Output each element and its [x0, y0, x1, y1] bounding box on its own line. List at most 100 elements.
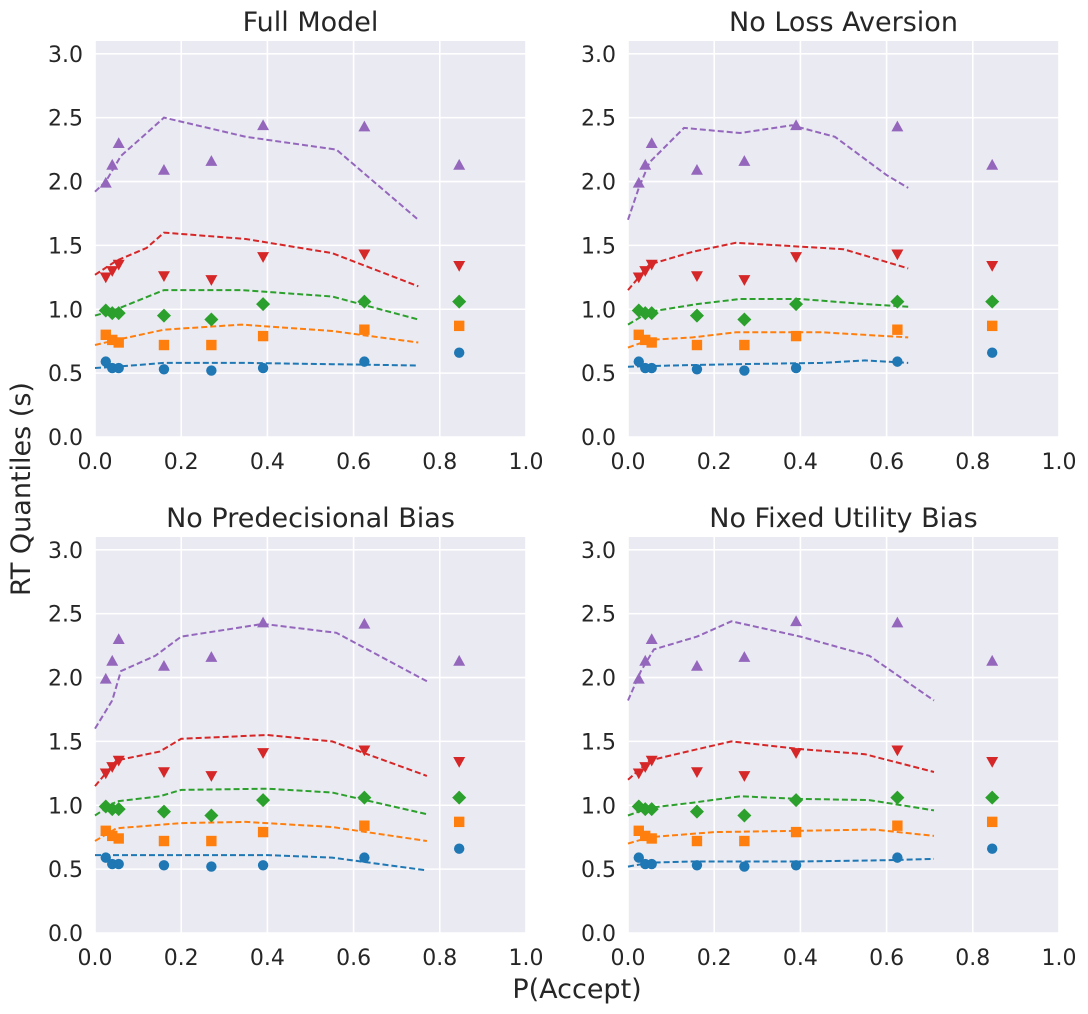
observed-point-q3: [644, 802, 659, 817]
observed-point-q5: [99, 672, 112, 684]
observed-point-q4: [639, 762, 652, 773]
x-tick-label: 0.0: [78, 450, 113, 475]
observed-point-q3: [156, 308, 171, 323]
model-line-q1: [94, 361, 419, 369]
observed-point-q2: [739, 835, 750, 847]
observed-point-q2: [158, 339, 170, 351]
x-tick-label: 1.0: [509, 946, 544, 971]
observed-point-q2: [107, 830, 118, 842]
observed-point-q5: [257, 119, 270, 131]
observed-point-q1: [790, 860, 802, 871]
y-tick-label: 2.0: [48, 667, 83, 692]
x-tick-label: 0.4: [250, 450, 285, 475]
x-tick-label: 0.2: [164, 946, 199, 971]
series-q1: [627, 843, 998, 872]
observed-point-q3: [256, 793, 271, 808]
observed-point-q3: [890, 790, 905, 805]
observed-point-q3: [985, 294, 1000, 309]
observed-point-q2: [790, 826, 802, 838]
observed-point-q1: [100, 356, 111, 367]
x-tick-label: 0.4: [783, 450, 818, 475]
observed-point-q4: [738, 771, 751, 782]
x-tick-label: 0.6: [336, 450, 371, 475]
series-q5: [94, 116, 466, 221]
observed-point-q4: [106, 762, 119, 773]
x-tick-label: 0.4: [250, 946, 285, 971]
y-tick-label: 0.0: [581, 922, 616, 947]
x-tick-label: 1.0: [509, 450, 544, 475]
observed-point-q2: [691, 835, 703, 847]
observed-point-q2: [646, 337, 657, 348]
observed-point-q1: [646, 362, 657, 374]
series-q5: [627, 615, 999, 702]
observed-point-q2: [646, 833, 657, 844]
observed-point-q1: [691, 364, 703, 375]
observed-point-q5: [205, 155, 218, 166]
y-tick-label: 2.5: [581, 603, 616, 628]
observed-point-q5: [358, 617, 371, 629]
observed-point-q5: [738, 651, 751, 662]
y-tick-label: 2.5: [48, 107, 83, 132]
panel-3: 0.0 0.2 0.4 0.6 0.8 1.0 0.0 0.5 1.0 1.5 2.0 2.5 3.0 N…: [48, 503, 544, 971]
observed-point-q5: [99, 176, 112, 188]
observed-point-q2: [633, 329, 644, 341]
y-tick-label: 0.5: [581, 858, 616, 883]
x-tick-label: 0.2: [164, 450, 199, 475]
observed-point-q1: [892, 356, 903, 367]
observed-point-q5: [790, 119, 803, 131]
observed-point-q3: [256, 297, 271, 312]
observed-point-q2: [453, 320, 465, 332]
observed-point-q5: [358, 120, 371, 132]
y-tick-label: 1.0: [581, 794, 616, 819]
observed-point-q2: [257, 826, 269, 838]
observed-point-q1: [739, 365, 750, 376]
subplot-grid: 0.0 0.2 0.4 0.6 0.8 1.0 0.0 0.5 1.0 1.5 2.0 2.5 3.0 F…: [48, 7, 1077, 971]
y-tick-label: 3.0: [48, 539, 83, 564]
observed-point-q3: [357, 294, 372, 309]
observed-point-q4: [112, 755, 125, 767]
observed-point-q3: [204, 312, 219, 327]
observed-point-q5: [157, 660, 170, 671]
observed-point-q3: [357, 790, 372, 805]
observed-point-q1: [453, 843, 465, 854]
observed-point-q3: [789, 297, 804, 312]
panel-title: No Fixed Utility Bias: [709, 503, 977, 534]
observed-point-q4: [738, 275, 751, 286]
observed-point-q1: [646, 858, 657, 870]
observed-point-q2: [107, 334, 118, 346]
y-tick-label: 2.0: [581, 171, 616, 196]
observed-point-q2: [892, 820, 903, 831]
observed-point-q5: [112, 137, 125, 148]
observed-point-q5: [690, 164, 703, 175]
observed-point-q4: [106, 266, 119, 277]
observed-point-q4: [690, 767, 703, 779]
y-tick-label: 2.0: [48, 171, 83, 196]
series-q2: [94, 320, 465, 351]
model-line-q1: [627, 359, 909, 368]
observed-point-q1: [691, 860, 703, 871]
plot-area: [628, 41, 1059, 437]
observed-point-q4: [157, 767, 170, 779]
series-q5: [94, 616, 466, 730]
series-q3: [94, 289, 467, 327]
observed-point-q2: [113, 833, 124, 844]
series-q1: [627, 347, 998, 376]
observed-point-q1: [359, 852, 370, 863]
panel-title: Full Model: [243, 7, 379, 38]
series-q2: [94, 816, 465, 847]
series-q4: [627, 740, 999, 782]
x-tick-label: 1.0: [1042, 946, 1077, 971]
x-tick-label: 0.6: [336, 946, 371, 971]
observed-point-q4: [157, 271, 170, 283]
series-q3: [94, 787, 467, 823]
observed-point-q4: [891, 249, 904, 261]
observed-point-q5: [891, 120, 904, 132]
x-tick-label: 0.0: [78, 946, 113, 971]
series-q5: [627, 119, 999, 221]
observed-point-q5: [645, 633, 658, 644]
observed-point-q4: [632, 272, 645, 284]
observed-point-q2: [359, 324, 370, 335]
observed-point-q1: [633, 356, 644, 367]
observed-point-q2: [633, 825, 644, 837]
observed-point-q1: [257, 362, 269, 374]
